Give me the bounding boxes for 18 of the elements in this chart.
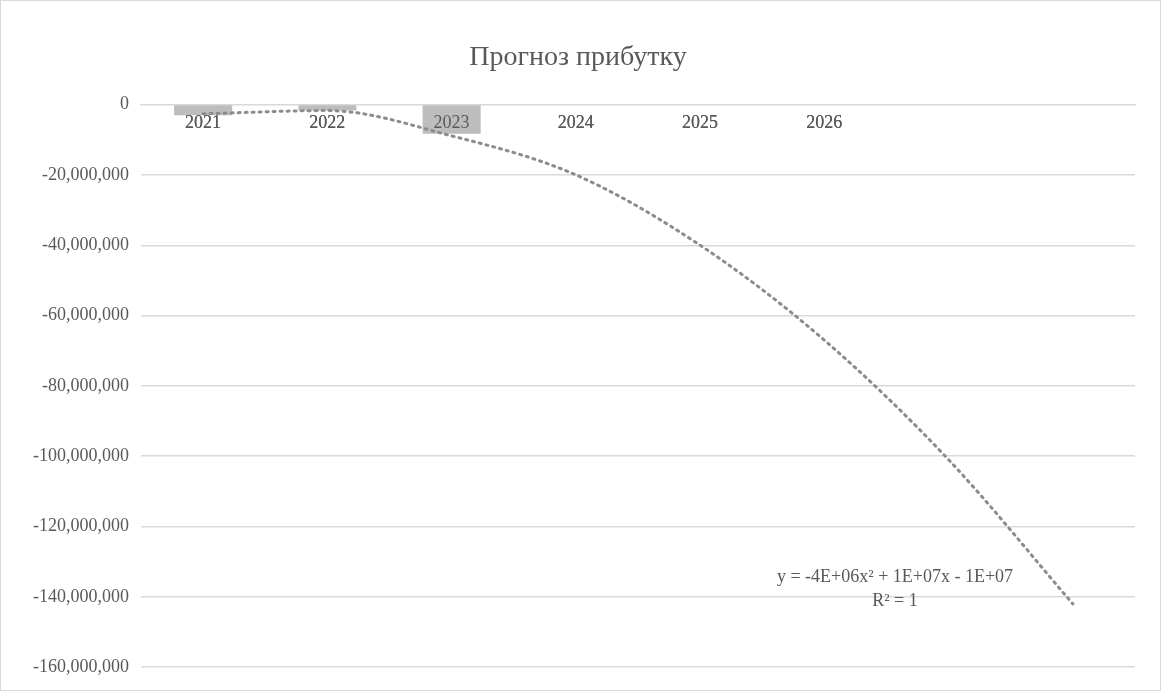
x-tick-label: 2026 — [806, 112, 843, 133]
annotation: R² = 1 — [872, 589, 918, 610]
y-tick-label: -160,000,000 — [32, 655, 129, 676]
x-tick-label: 2022 — [309, 112, 346, 133]
annotation: y = -4E+06x² + 1E+07x - 1E+07 — [776, 565, 1014, 586]
x-tick-label: 2025 — [682, 112, 719, 133]
y-tick-label: -100,000,000 — [32, 444, 129, 465]
y-tick-label: -20,000,000 — [41, 163, 129, 184]
y-tick-label: 0 — [119, 93, 129, 114]
x-tick-label: 2024 — [557, 112, 594, 133]
chart-title: Прогноз прибутку — [469, 40, 687, 72]
y-tick-label: -140,000,000 — [32, 585, 129, 606]
y-tick-label: -60,000,000 — [41, 304, 129, 325]
y-tick-label: -120,000,000 — [32, 515, 129, 536]
y-tick-label: -40,000,000 — [41, 233, 129, 254]
x-tick-label: 2023 — [433, 112, 470, 133]
x-tick-label: 2021 — [185, 112, 222, 133]
y-tick-label: -80,000,000 — [41, 374, 129, 395]
